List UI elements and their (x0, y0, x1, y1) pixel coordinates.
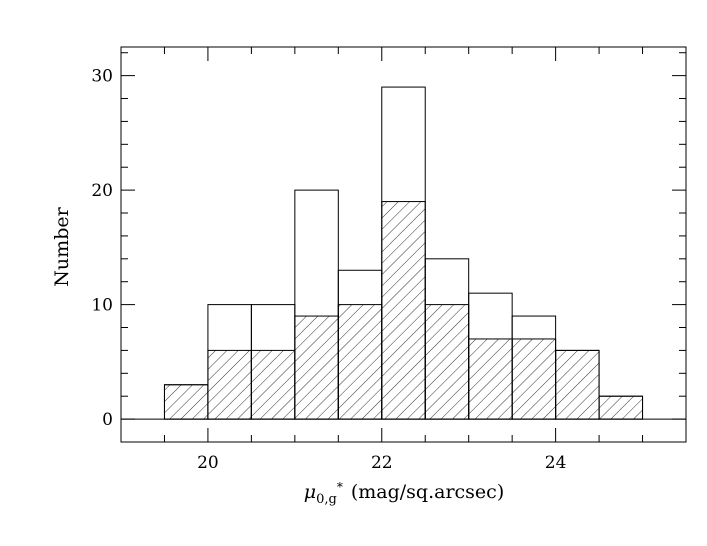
hatched-bar (163, 384, 209, 420)
x-axis-label: μ0,g* (mag/sq.arcsec) (304, 480, 504, 507)
x-axis-superscript: * (337, 480, 343, 494)
y-axis-label: Number (51, 206, 73, 286)
tick-labels: 20 22 24 0 10 20 30 (91, 67, 566, 473)
hatched-bar (381, 201, 426, 420)
hatched-bar (294, 315, 339, 420)
hatched-bar (598, 395, 644, 420)
plot-frame (120, 46, 687, 443)
y-tick-label: 30 (91, 67, 113, 87)
hatched-bar (468, 338, 513, 420)
hatched-bar (511, 338, 557, 420)
x-tick-label: 20 (197, 453, 219, 473)
x-axis-symbol: μ (304, 481, 316, 503)
tick-marks (120, 47, 687, 442)
hatched-bar (337, 304, 383, 420)
x-tick-label: 24 (545, 453, 567, 473)
bars-hatched (163, 201, 644, 420)
y-tick-label: 20 (91, 181, 113, 201)
hatched-bar (424, 304, 470, 420)
plot-border (120, 46, 687, 443)
x-tick-label: 22 (371, 453, 393, 473)
x-axis-subscript: 0,g (316, 492, 337, 507)
hatched-bar (555, 349, 600, 420)
y-tick-label: 10 (91, 296, 113, 316)
hatched-bar (207, 349, 252, 420)
x-axis-units: (mag/sq.arcsec) (351, 481, 504, 503)
y-tick-label: 0 (102, 410, 113, 430)
hatched-bar (250, 349, 296, 420)
